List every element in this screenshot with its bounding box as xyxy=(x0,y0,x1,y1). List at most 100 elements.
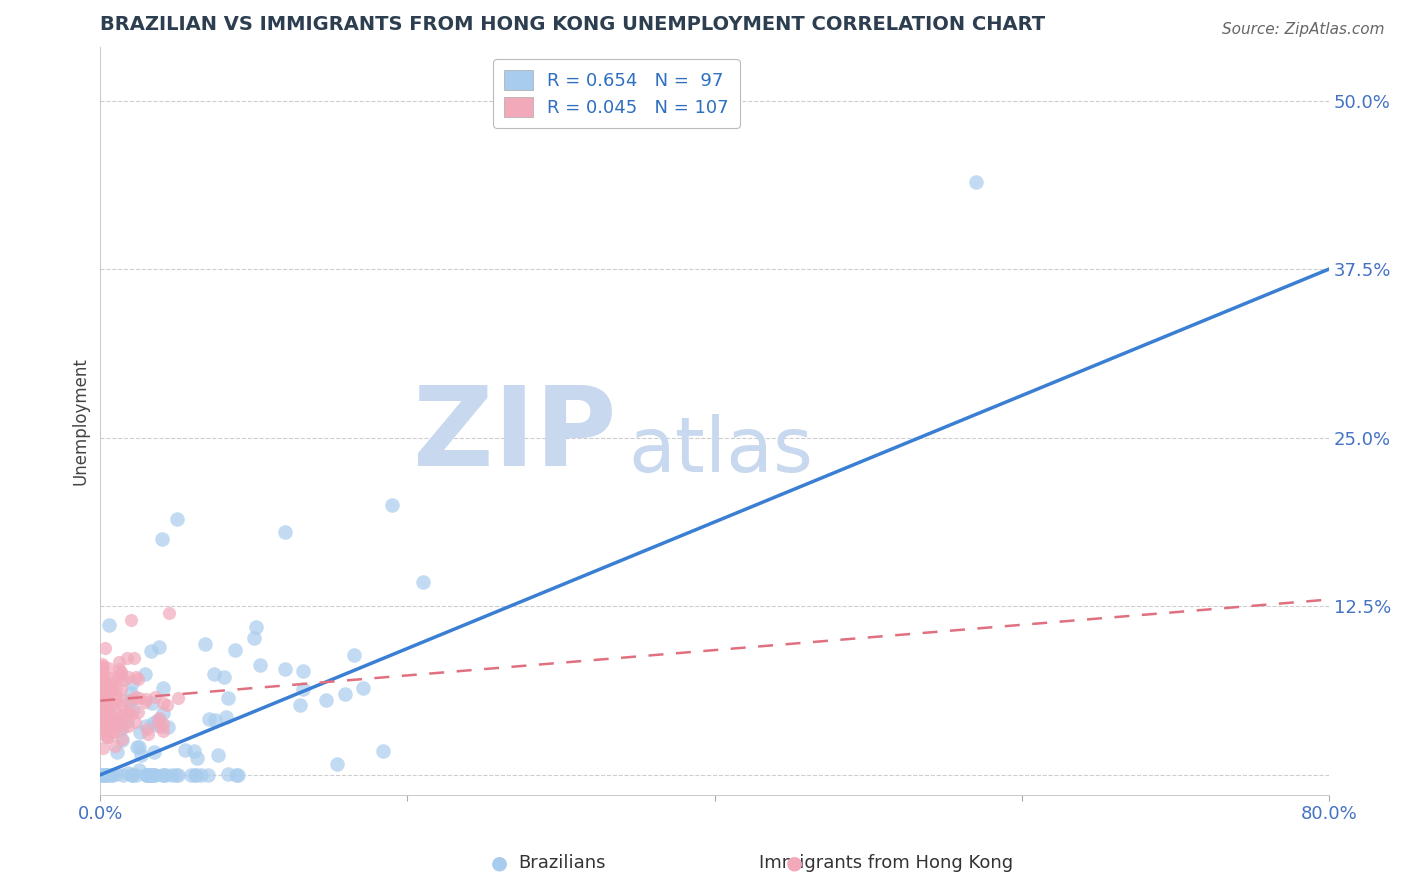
Point xyxy=(217,690,239,705)
Point xyxy=(186,751,208,765)
Point xyxy=(197,768,219,782)
Point xyxy=(110,665,132,679)
Point xyxy=(104,682,127,697)
Point xyxy=(96,693,118,707)
Point xyxy=(90,657,112,671)
Point xyxy=(121,675,143,690)
Point xyxy=(91,723,114,737)
Point xyxy=(94,683,117,698)
Point xyxy=(115,651,138,665)
Point xyxy=(89,697,111,711)
Point xyxy=(112,673,135,688)
Point xyxy=(143,690,166,704)
Point xyxy=(94,693,117,707)
Point xyxy=(120,613,142,627)
Point xyxy=(93,702,115,716)
Point xyxy=(249,657,271,672)
Point xyxy=(315,693,337,707)
Point xyxy=(107,655,129,669)
Point xyxy=(108,669,131,683)
Point xyxy=(156,698,179,713)
Text: Brazilians: Brazilians xyxy=(519,855,606,872)
Point xyxy=(138,768,160,782)
Point xyxy=(152,717,174,731)
Point xyxy=(114,706,136,721)
Point xyxy=(94,677,117,691)
Point xyxy=(128,763,150,777)
Point xyxy=(111,699,134,714)
Point xyxy=(186,768,208,782)
Point xyxy=(152,724,174,739)
Point xyxy=(215,710,238,724)
Point xyxy=(148,710,170,724)
Point xyxy=(325,756,347,771)
Point xyxy=(122,651,145,665)
Point xyxy=(91,659,114,673)
Point xyxy=(120,686,142,700)
Point xyxy=(117,704,139,718)
Point xyxy=(136,768,159,782)
Point xyxy=(145,714,167,728)
Point xyxy=(122,703,145,717)
Point xyxy=(150,532,173,546)
Point xyxy=(104,739,127,753)
Point xyxy=(104,701,127,715)
Point xyxy=(135,768,157,782)
Point xyxy=(105,717,128,731)
Point xyxy=(148,713,170,727)
Point xyxy=(97,682,120,697)
Point xyxy=(412,574,434,589)
Text: Source: ZipAtlas.com: Source: ZipAtlas.com xyxy=(1222,22,1385,37)
Point xyxy=(90,714,112,729)
Point xyxy=(97,714,120,729)
Point xyxy=(335,687,357,701)
Text: ●: ● xyxy=(786,854,803,873)
Point xyxy=(101,768,124,782)
Point xyxy=(152,681,174,695)
Point xyxy=(96,690,118,705)
Point xyxy=(94,768,117,782)
Point xyxy=(112,721,135,735)
Point xyxy=(93,728,115,742)
Point xyxy=(120,707,142,722)
Point xyxy=(121,768,143,782)
Point xyxy=(91,768,114,782)
Point xyxy=(90,713,112,727)
Point xyxy=(381,498,404,512)
Point xyxy=(97,618,120,632)
Point xyxy=(142,716,165,731)
Point xyxy=(292,664,315,678)
Point xyxy=(146,718,169,732)
Point xyxy=(90,679,112,693)
Point xyxy=(127,739,149,754)
Point xyxy=(105,745,128,759)
Y-axis label: Unemployment: Unemployment xyxy=(72,357,89,485)
Point xyxy=(134,695,156,709)
Point xyxy=(94,718,117,732)
Point xyxy=(155,768,177,782)
Text: BRAZILIAN VS IMMIGRANTS FROM HONG KONG UNEMPLOYMENT CORRELATION CHART: BRAZILIAN VS IMMIGRANTS FROM HONG KONG U… xyxy=(100,15,1046,34)
Point xyxy=(207,748,229,763)
Point xyxy=(124,714,146,729)
Point xyxy=(160,768,183,782)
Point xyxy=(148,640,170,655)
Point xyxy=(101,710,124,724)
Point xyxy=(101,711,124,725)
Point xyxy=(110,666,132,681)
Point xyxy=(91,714,114,729)
Point xyxy=(128,725,150,739)
Point xyxy=(91,660,114,674)
Point xyxy=(100,724,122,739)
Point xyxy=(166,691,188,706)
Point xyxy=(96,768,118,782)
Point xyxy=(125,768,148,782)
Point xyxy=(118,694,141,708)
Point xyxy=(225,768,247,782)
Point xyxy=(117,766,139,780)
Point xyxy=(290,698,312,712)
Point xyxy=(100,676,122,690)
Point xyxy=(111,732,134,747)
Point xyxy=(243,632,266,646)
Point xyxy=(135,719,157,733)
Point xyxy=(91,665,114,680)
